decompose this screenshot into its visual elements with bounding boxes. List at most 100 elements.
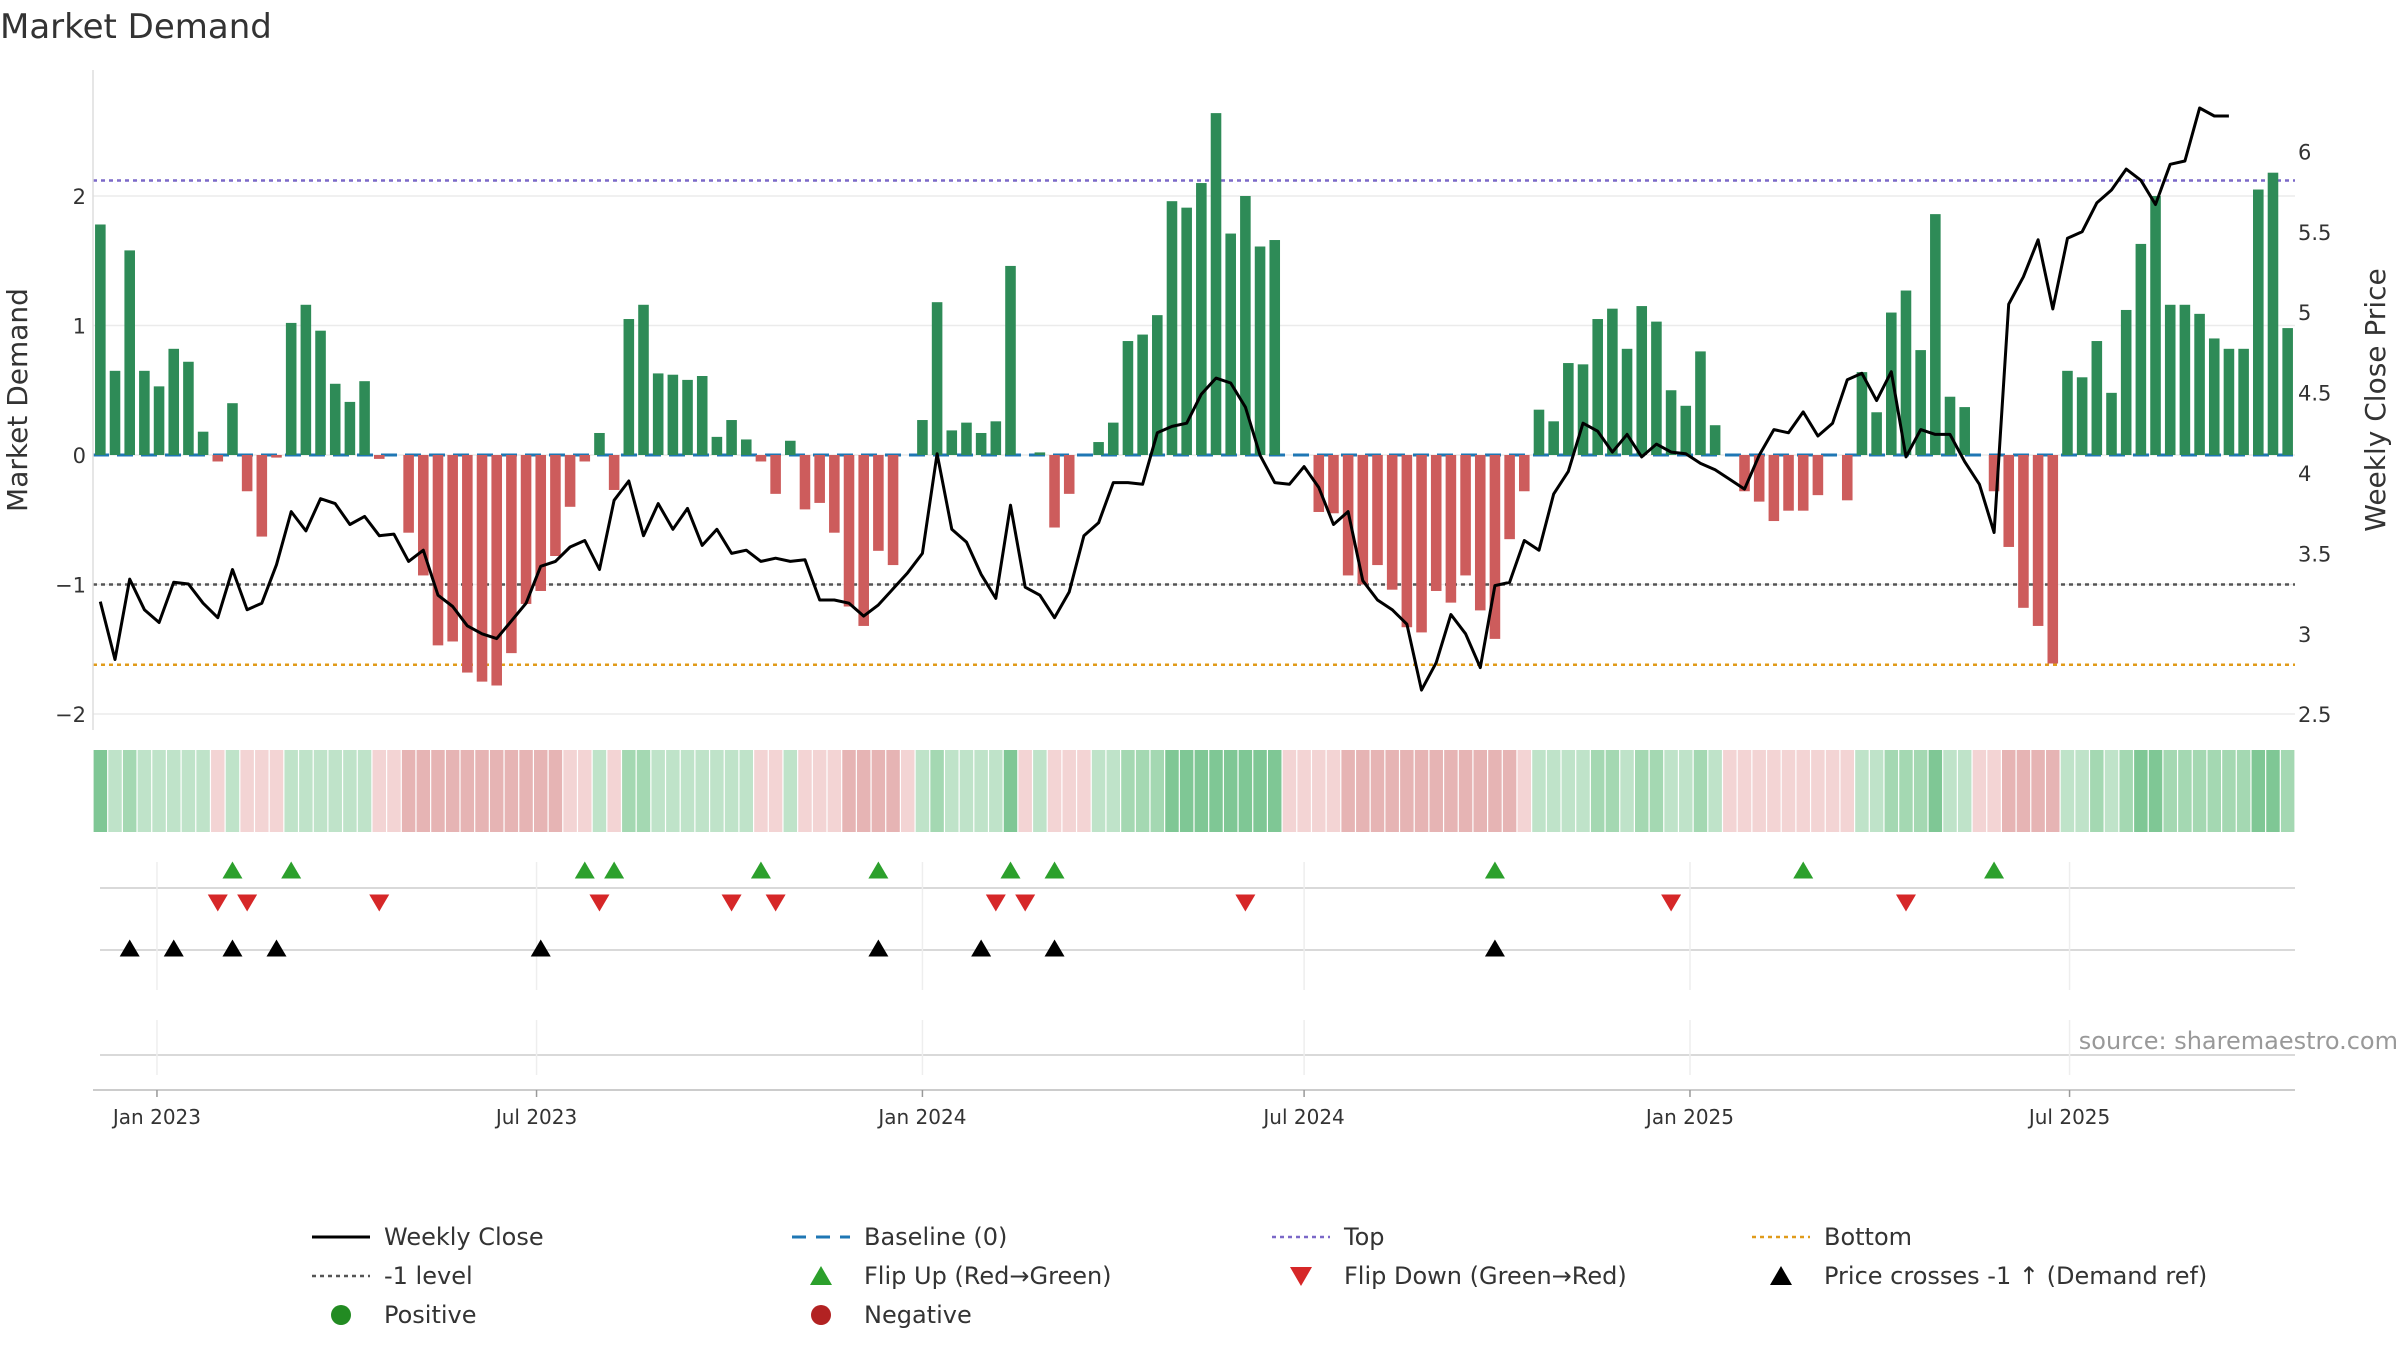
strip-cell (1502, 750, 1517, 832)
demand-bar (1460, 455, 1471, 576)
flip-up-marker (1793, 861, 1814, 879)
demand-bar (535, 455, 547, 591)
x-tick-label-0: Jan 2023 (111, 1105, 201, 1129)
demand-bar (168, 348, 180, 455)
strip-cell (901, 750, 915, 832)
demand-bar (682, 379, 693, 455)
legend-item-3: Bottom (1752, 1223, 1912, 1251)
strip-cell (328, 750, 342, 832)
flip-up-marker (1984, 861, 2005, 879)
demand-bar (1959, 407, 1970, 455)
strip-cell (1003, 750, 1018, 832)
strip-cell (1957, 750, 1972, 832)
demand-bar (432, 455, 444, 646)
legend-label: Baseline (0) (864, 1223, 1007, 1251)
strip-cell (445, 750, 460, 832)
strip-cell (2046, 750, 2060, 832)
strip-cell (974, 750, 988, 832)
demand-bar (1034, 452, 1046, 455)
legend-item-6: Flip Down (Green→Red) (1290, 1262, 1627, 1290)
strip-cell (856, 750, 871, 832)
strip-cell (622, 750, 636, 832)
demand-bar (1812, 455, 1824, 496)
demand-bar (2076, 377, 2088, 455)
demand-bar (1621, 348, 1633, 455)
demand-bar (300, 304, 312, 455)
demand-bar (256, 455, 268, 537)
strip-cell (1649, 750, 1664, 832)
y-tick-left-4: −2 (55, 703, 86, 727)
strip-cell (1268, 750, 1282, 832)
price-cross-marker (868, 939, 889, 957)
demand-bar (1739, 455, 1750, 492)
strip-cell (1796, 750, 1810, 832)
strip-cell (695, 750, 709, 832)
strip-cell (1708, 750, 1722, 832)
strip-cell (122, 750, 137, 832)
demand-bar (1753, 455, 1765, 502)
y-tick-right-1: 5.5 (2298, 221, 2331, 245)
strip-cell (710, 750, 724, 832)
y-tick-right-0: 6 (2298, 140, 2311, 164)
demand-bar (227, 403, 238, 455)
demand-bar (1005, 265, 1016, 455)
strip-cell (1135, 750, 1150, 832)
demand-bar (2164, 304, 2176, 455)
demand-bar (2253, 189, 2264, 455)
demand-bar (1357, 455, 1369, 585)
strip-cell (2090, 750, 2104, 832)
strip-cell (357, 750, 372, 832)
demand-bar (1856, 372, 1868, 455)
strip-cell (739, 750, 753, 832)
legend-label: Price crosses -1 ↑ (Demand ref) (1824, 1262, 2207, 1290)
strip-cell (2192, 750, 2207, 832)
strip-cell (1664, 750, 1678, 832)
strip-cell (1737, 750, 1752, 832)
flip-down-marker (1895, 894, 1916, 912)
strip-cell (1253, 750, 1267, 832)
strip-cell (915, 750, 930, 832)
demand-bar (726, 420, 737, 455)
strip-cell (211, 750, 225, 832)
strip-cell (578, 750, 592, 832)
legend-item-4: -1 level (312, 1262, 473, 1290)
flip-up-marker (574, 861, 595, 879)
demand-bar (1166, 201, 1178, 455)
demand-bar (1196, 183, 1207, 456)
strip-cell (1546, 750, 1561, 832)
strip-cell (886, 750, 900, 832)
demand-bar (975, 432, 987, 455)
strip-cell (1356, 750, 1370, 832)
strip-cell (1312, 750, 1326, 832)
demand-bar (2047, 455, 2059, 664)
flip-down-marker (1661, 894, 1682, 912)
demand-bar (1548, 421, 1559, 455)
flip-down-marker (369, 894, 390, 912)
demand-bar (2238, 348, 2249, 455)
strip-cell (1400, 750, 1414, 832)
flip-down-marker (589, 894, 610, 912)
demand-bar (1063, 455, 1075, 494)
flip-down-marker (721, 894, 742, 912)
strip-cell (167, 750, 181, 832)
strip-cell (284, 750, 298, 832)
demand-bar (608, 455, 620, 490)
strip-cell (1635, 750, 1649, 832)
demand-bar (139, 370, 150, 455)
strip-cell (1972, 750, 1987, 832)
legend-item-8: Positive (331, 1301, 477, 1329)
strip-cell (563, 750, 577, 832)
strip-cell (1899, 750, 1913, 832)
strip-cell (269, 750, 284, 832)
demand-bar (1430, 455, 1442, 591)
demand-bar (785, 440, 796, 455)
y-tick-left-3: −1 (55, 574, 86, 598)
legend-label: Flip Up (Red→Green) (864, 1262, 1112, 1290)
strip-cell (2002, 750, 2016, 832)
x-tick-label-1: Jul 2023 (494, 1105, 577, 1129)
price-cross-marker (1484, 939, 1505, 957)
demand-bar (770, 455, 781, 494)
legend-item-9: Negative (811, 1301, 972, 1329)
strip-cell (1121, 750, 1135, 832)
x-axis: Jan 2023 Jul 2023 Jan 2024 Jul 2024 Jan 2025… (93, 1089, 2295, 1129)
